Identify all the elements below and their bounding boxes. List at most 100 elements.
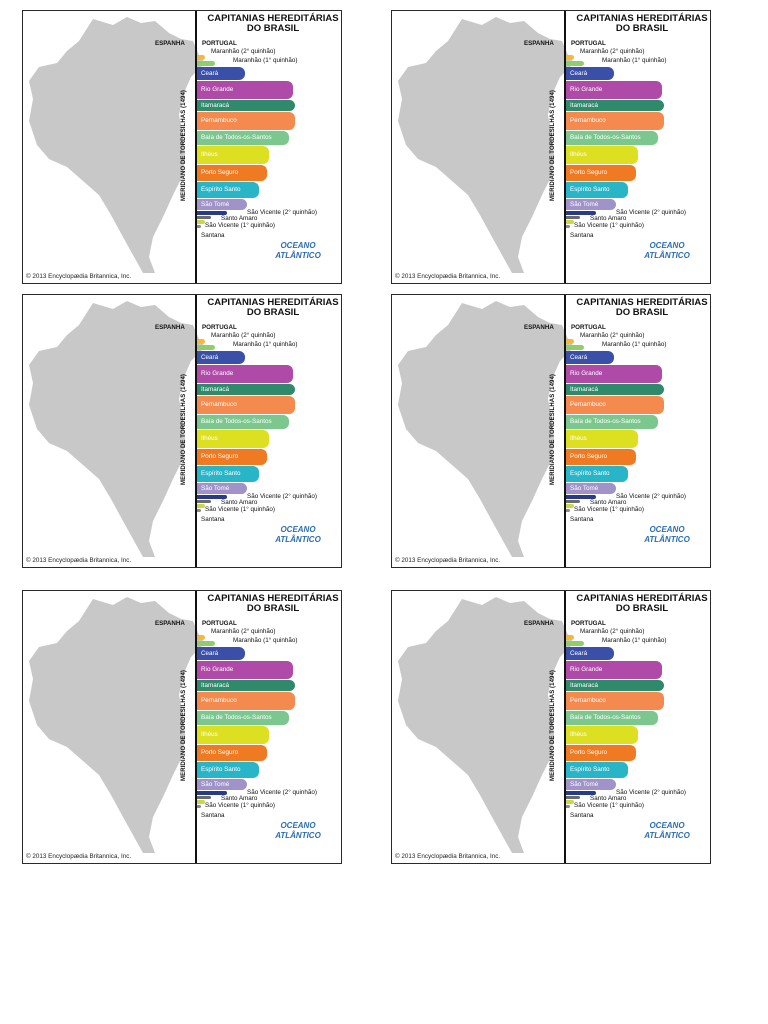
captaincy-band bbox=[566, 500, 580, 503]
spain-side-label: ESPANHA bbox=[155, 324, 185, 331]
map-title-line1: CAPITANIAS HEREDITÁRIAS bbox=[207, 593, 339, 604]
captaincy-band bbox=[197, 100, 295, 111]
map-title: CAPITANIAS HEREDITÁRIAS DO BRASIL bbox=[203, 297, 341, 318]
captaincy-label: São Tomé bbox=[201, 781, 230, 788]
captaincy-label: Maranhão (1° quinhão) bbox=[233, 57, 298, 64]
captaincy-band bbox=[197, 182, 259, 198]
captaincy-label: Pernambuco bbox=[201, 697, 237, 704]
captaincy-band bbox=[197, 61, 215, 66]
captaincy-band bbox=[197, 805, 201, 808]
ocean-label: OCEANO ATLÂNTICO bbox=[263, 525, 333, 545]
ocean-label: OCEANO ATLÂNTICO bbox=[632, 525, 702, 545]
captaincy-label: Itamaracá bbox=[201, 386, 229, 393]
captaincy-band bbox=[197, 483, 247, 494]
captaincy-label: Santo Amaro bbox=[590, 215, 627, 222]
meridian-label: MERIDIANO DE TORDESILHAS (1494) bbox=[181, 669, 187, 781]
captaincy-label: Santana bbox=[201, 516, 225, 523]
captaincy-label: Pernambuco bbox=[201, 401, 237, 408]
captaincy-label: Maranhão (2° quinhão) bbox=[211, 48, 276, 55]
captaincy-band bbox=[566, 199, 616, 210]
captaincy-label: Baía de Todos-os-Santos bbox=[201, 418, 272, 425]
map-title: CAPITANIAS HEREDITÁRIAS DO BRASIL bbox=[572, 297, 710, 318]
captaincy-band bbox=[566, 661, 662, 679]
spain-side-label: ESPANHA bbox=[524, 620, 554, 627]
map-title-line2: DO BRASIL bbox=[246, 603, 300, 614]
captaincy-band bbox=[197, 796, 211, 799]
captaincy-label: Ceará bbox=[570, 354, 588, 361]
map-title: CAPITANIAS HEREDITÁRIAS DO BRASIL bbox=[572, 14, 710, 34]
captaincy-label: São Tomé bbox=[570, 201, 599, 208]
meridian-label: MERIDIANO DE TORDESILHAS (1494) bbox=[181, 89, 187, 201]
captaincy-band bbox=[197, 641, 215, 646]
captaincy-label: Rio Grande bbox=[201, 86, 234, 93]
captaincy-band bbox=[197, 112, 295, 130]
captaincy-label: Baía de Todos-os-Santos bbox=[201, 714, 272, 721]
ocean-line2: ATLÂNTICO bbox=[644, 831, 690, 840]
map-title-line2: DO BRASIL bbox=[246, 307, 300, 318]
ocean-line2: ATLÂNTICO bbox=[275, 535, 321, 544]
captaincy-band bbox=[566, 220, 574, 224]
captaincy-label: Santana bbox=[570, 232, 594, 239]
copyright-note: © 2013 Encyclopædia Britannica, Inc. bbox=[26, 273, 132, 280]
captaincy-band bbox=[566, 796, 580, 799]
captaincy-label: São Tomé bbox=[201, 201, 230, 208]
captaincy-label: São Vicente (2° quinhão) bbox=[247, 209, 317, 216]
captaincy-band bbox=[197, 692, 295, 710]
tordesillas-line bbox=[564, 11, 566, 283]
map-title-line1: CAPITANIAS HEREDITÁRIAS bbox=[576, 297, 708, 308]
captaincy-label: Maranhão (2° quinhão) bbox=[580, 332, 645, 339]
captaincy-label: São Tomé bbox=[570, 781, 599, 788]
captaincy-band bbox=[197, 635, 205, 640]
captaincy-band bbox=[197, 345, 215, 350]
captaincy-label: São Vicente (1° quinhão) bbox=[205, 222, 275, 229]
captaincy-label: Rio Grande bbox=[570, 370, 603, 377]
captaincy-label: Espírito Santo bbox=[201, 766, 241, 773]
captaincy-band bbox=[197, 55, 205, 60]
tordesillas-line bbox=[564, 295, 566, 567]
captaincy-band bbox=[566, 365, 662, 383]
captaincy-label: São Vicente (1° quinhão) bbox=[574, 802, 644, 809]
captaincy-label: São Vicente (1° quinhão) bbox=[205, 802, 275, 809]
map-title-line1: CAPITANIAS HEREDITÁRIAS bbox=[207, 297, 339, 308]
captaincy-label: Santo Amaro bbox=[590, 795, 627, 802]
captaincy-band bbox=[566, 449, 636, 465]
captaincy-band bbox=[197, 396, 295, 414]
captaincy-band bbox=[566, 216, 580, 219]
map-title: CAPITANIAS HEREDITÁRIAS DO BRASIL bbox=[572, 594, 710, 614]
copyright-note: © 2013 Encyclopædia Britannica, Inc. bbox=[26, 853, 132, 860]
captaincy-label: Santo Amaro bbox=[221, 795, 258, 802]
captaincy-label: Pernambuco bbox=[570, 697, 606, 704]
ocean-line1: OCEANO bbox=[280, 241, 316, 250]
captaincy-label: Porto Seguro bbox=[570, 453, 608, 460]
captaincy-band bbox=[197, 146, 269, 164]
captaincy-band bbox=[197, 165, 267, 181]
captaincy-band bbox=[566, 762, 628, 778]
captaincy-band bbox=[566, 692, 664, 710]
captaincy-label: Porto Seguro bbox=[201, 169, 239, 176]
tordesillas-line bbox=[195, 591, 197, 863]
captaincy-band bbox=[566, 495, 596, 499]
brazil-land-silhouette bbox=[29, 597, 205, 853]
ocean-line2: ATLÂNTICO bbox=[275, 831, 321, 840]
captaincy-band bbox=[566, 345, 584, 350]
captaincy-band bbox=[566, 351, 614, 364]
ocean-line2: ATLÂNTICO bbox=[644, 251, 690, 260]
captaincy-label: São Tomé bbox=[570, 485, 599, 492]
captaincy-band bbox=[566, 466, 628, 482]
captaincy-band bbox=[197, 745, 267, 761]
brazil-landmass bbox=[29, 301, 205, 557]
captaincy-band bbox=[566, 182, 628, 198]
captaincy-band bbox=[566, 384, 664, 395]
captaincy-label: Espírito Santo bbox=[201, 186, 241, 193]
captaincy-band bbox=[197, 762, 259, 778]
captaincy-band bbox=[197, 495, 227, 499]
map-title: CAPITANIAS HEREDITÁRIAS DO BRASIL bbox=[203, 14, 341, 34]
captaincy-band bbox=[197, 800, 205, 804]
map-card-5: MERIDIANO DE TORDESILHAS (1494) CAPITANI… bbox=[22, 590, 342, 864]
captaincy-label: Itamaracá bbox=[201, 102, 229, 109]
captaincy-band bbox=[197, 216, 211, 219]
captaincy-band bbox=[197, 199, 247, 210]
captaincy-band bbox=[197, 365, 293, 383]
captaincy-band bbox=[566, 641, 584, 646]
captaincy-band bbox=[566, 165, 636, 181]
